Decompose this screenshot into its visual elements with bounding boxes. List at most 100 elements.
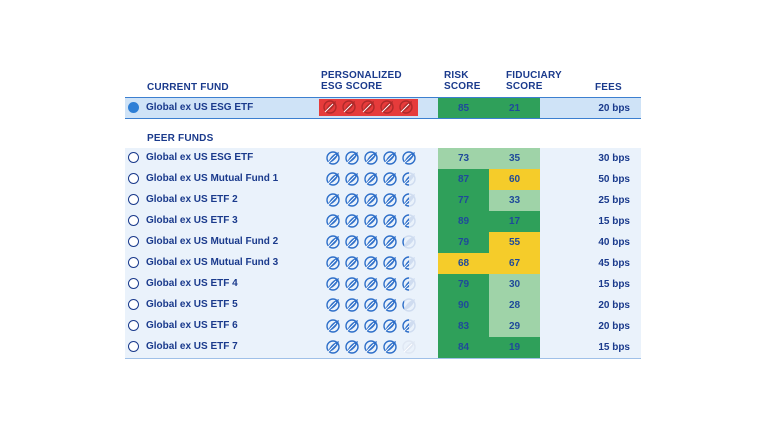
risk-score-cell: 68 <box>438 253 489 274</box>
peer-fund-row[interactable]: Global ex US Mutual Fund 2 79 55 40 bps <box>125 232 641 254</box>
esg-leaf-icon <box>345 193 359 207</box>
esg-leaf-icon <box>326 151 340 165</box>
esg-leaf-icon <box>402 193 416 207</box>
esg-leaf-icon <box>364 298 378 312</box>
esg-leaf-icon <box>345 319 359 333</box>
fees-value: 20 bps <box>598 103 630 114</box>
fiduciary-score-cell: 30 <box>489 274 540 295</box>
risk-score-cell: 87 <box>438 169 489 190</box>
fund-name: Global ex US ESG ETF <box>146 152 254 163</box>
esg-leaf-icon <box>364 151 378 165</box>
esg-leaf-icon <box>383 340 397 354</box>
fiduciary-score-cell: 35 <box>489 148 540 169</box>
risk-score-cell: 89 <box>438 211 489 232</box>
esg-leaf-icon <box>326 172 340 186</box>
esg-leaf-icon <box>345 340 359 354</box>
fees-value: 25 bps <box>598 195 630 206</box>
peer-fund-row[interactable]: Global ex US Mutual Fund 3 68 67 45 bps <box>125 253 641 275</box>
fund-radio[interactable] <box>128 236 139 247</box>
esg-leaf-icon <box>364 172 378 186</box>
fees-value: 45 bps <box>598 258 630 269</box>
peer-fund-row[interactable]: Global ex US ETF 5 90 28 20 bps <box>125 295 641 317</box>
esg-leaf-icon <box>402 172 416 186</box>
fund-name: Global ex US ETF 2 <box>146 194 238 205</box>
fund-name: Global ex US ETF 7 <box>146 341 238 352</box>
esg-leaf-icon <box>383 151 397 165</box>
fund-radio[interactable] <box>128 320 139 331</box>
fiduciary-score-cell: 33 <box>489 190 540 211</box>
peer-fund-row[interactable]: Global ex US ETF 2 77 33 25 bps <box>125 190 641 212</box>
current-fund-row[interactable]: Global ex US ESG ETF 85 21 20 bps <box>125 97 641 119</box>
esg-leaf-icon <box>345 256 359 270</box>
esg-leaf-icon <box>402 319 416 333</box>
fees-value: 15 bps <box>598 342 630 353</box>
esg-leaf-icon <box>383 214 397 228</box>
fund-radio[interactable] <box>128 152 139 163</box>
esg-score-header: PERSONALIZED ESG SCORE <box>321 70 402 92</box>
risk-score-cell: 85 <box>438 98 489 118</box>
fiduciary-score-cell: 28 <box>489 295 540 316</box>
fund-radio-selected[interactable] <box>128 102 139 113</box>
fees-value: 50 bps <box>598 174 630 185</box>
esg-leaf-icon <box>345 151 359 165</box>
esg-leaf-rating <box>322 234 420 251</box>
esg-leaf-icon <box>326 235 340 249</box>
fiduciary-score-cell: 55 <box>489 232 540 253</box>
peer-fund-row[interactable]: Global ex US ETF 7 84 19 15 bps <box>125 337 641 359</box>
fiduciary-score-header: FIDUCIARY SCORE <box>506 70 562 92</box>
esg-leaf-rating <box>319 99 418 116</box>
fund-name: Global ex US ETF 6 <box>146 320 238 331</box>
peer-fund-row[interactable]: Global ex US ETF 4 79 30 15 bps <box>125 274 641 296</box>
risk-score-cell: 79 <box>438 274 489 295</box>
fund-radio[interactable] <box>128 215 139 226</box>
esg-leaf-icon <box>364 235 378 249</box>
fund-radio[interactable] <box>128 299 139 310</box>
fiduciary-score-cell: 60 <box>489 169 540 190</box>
esg-leaf-rating <box>322 150 420 167</box>
esg-leaf-icon <box>364 256 378 270</box>
esg-leaf-icon <box>326 298 340 312</box>
fiduciary-score-cell: 19 <box>489 337 540 358</box>
fund-radio[interactable] <box>128 173 139 184</box>
esg-leaf-icon <box>364 277 378 291</box>
peer-fund-row[interactable]: Global ex US ETF 6 83 29 20 bps <box>125 316 641 338</box>
esg-leaf-icon <box>399 100 413 114</box>
esg-leaf-icon <box>345 172 359 186</box>
risk-score-cell: 83 <box>438 316 489 337</box>
esg-leaf-icon <box>345 277 359 291</box>
fund-radio[interactable] <box>128 278 139 289</box>
esg-leaf-rating <box>322 276 420 293</box>
fund-name: Global ex US ESG ETF <box>146 102 254 113</box>
peer-fund-row[interactable]: Global ex US ESG ETF 73 35 30 bps <box>125 148 641 170</box>
risk-score-header: RISK SCORE <box>444 70 481 92</box>
esg-leaf-icon <box>345 298 359 312</box>
risk-score-cell: 77 <box>438 190 489 211</box>
esg-leaf-rating <box>322 192 420 209</box>
fund-radio[interactable] <box>128 257 139 268</box>
peer-fund-row[interactable]: Global ex US Mutual Fund 1 87 60 50 bps <box>125 169 641 191</box>
peer-fund-row[interactable]: Global ex US ETF 3 89 17 15 bps <box>125 211 641 233</box>
fees-value: 15 bps <box>598 279 630 290</box>
esg-leaf-icon <box>402 235 416 249</box>
esg-leaf-icon <box>402 298 416 312</box>
esg-leaf-icon <box>364 319 378 333</box>
esg-leaf-icon <box>380 100 394 114</box>
fees-value: 20 bps <box>598 300 630 311</box>
fund-name: Global ex US Mutual Fund 2 <box>146 236 279 247</box>
esg-leaf-icon <box>323 100 337 114</box>
esg-leaf-icon <box>326 256 340 270</box>
fees-value: 15 bps <box>598 216 630 227</box>
fund-radio[interactable] <box>128 194 139 205</box>
esg-leaf-rating <box>322 213 420 230</box>
fees-value: 20 bps <box>598 321 630 332</box>
risk-header-line2: SCORE <box>444 81 481 92</box>
fiduciary-header-line2: SCORE <box>506 81 543 92</box>
fund-name: Global ex US Mutual Fund 1 <box>146 173 279 184</box>
esg-leaf-icon <box>326 193 340 207</box>
esg-leaf-icon <box>326 277 340 291</box>
esg-leaf-icon <box>364 214 378 228</box>
esg-leaf-icon <box>383 298 397 312</box>
risk-score-cell: 79 <box>438 232 489 253</box>
fund-radio[interactable] <box>128 341 139 352</box>
fees-value: 30 bps <box>598 153 630 164</box>
